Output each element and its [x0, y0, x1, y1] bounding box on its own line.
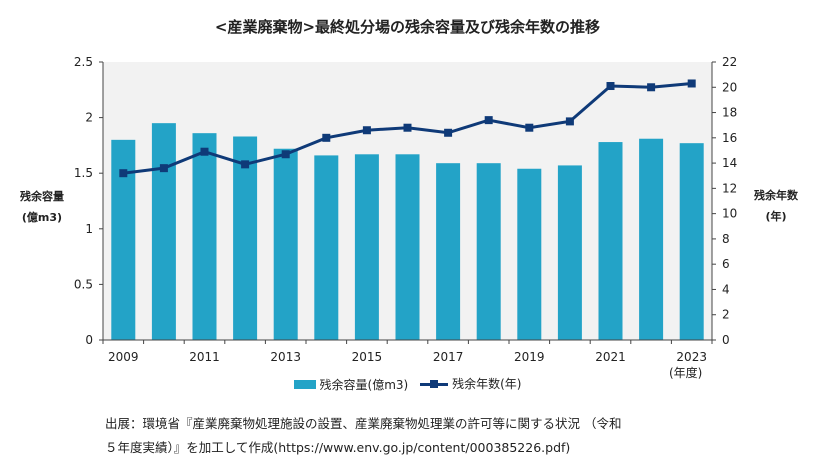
right-tick-label: 0 [722, 333, 730, 347]
right-tick-label: 6 [722, 257, 730, 271]
point-2010 [159, 164, 168, 173]
right-tick-label: 12 [722, 181, 737, 195]
chart-title: <産業廃棄物>最終処分場の残余容量及び残余年数の推移 [214, 18, 601, 36]
source-line-1: 出展：環境省『産業廃棄物処理施設の設置、産業廃棄物処理業の許可等に関する状況 （… [105, 416, 622, 431]
point-2016 [403, 123, 412, 132]
x-tick-label-2019: 2019 [514, 350, 545, 364]
bar-2013 [273, 148, 298, 340]
right-tick-label: 4 [722, 282, 730, 296]
point-2017 [444, 128, 453, 137]
left-tick-label: 1.5 [74, 166, 93, 180]
right-tick-label: 16 [722, 131, 737, 145]
right-axis-title-line2: (年) [765, 209, 786, 223]
legend-item-volume: 残余容量(億m3) [293, 376, 409, 393]
point-2015 [362, 126, 371, 135]
left-axis-title-line2: (億m3) [22, 210, 62, 224]
right-tick-label: 18 [722, 106, 737, 120]
bar-2016 [395, 154, 420, 340]
x-tick-label-2011: 2011 [189, 350, 220, 364]
point-2011 [200, 147, 209, 156]
bar-2014 [314, 155, 339, 340]
left-axis-title-line1: 残余容量 [20, 189, 64, 203]
right-tick-label: 10 [722, 207, 737, 221]
legend-swatch-bar [293, 379, 316, 389]
x-tick-label-2021: 2021 [595, 350, 626, 364]
bar-2012 [233, 136, 258, 340]
right-tick-label: 20 [722, 80, 737, 94]
bar-2015 [354, 154, 379, 340]
bar-2010 [151, 123, 176, 340]
legend-label-volume: 残余容量(億m3) [319, 377, 409, 392]
point-2014 [322, 133, 331, 142]
bar-2019 [517, 168, 542, 340]
left-tick-label: 0 [85, 333, 93, 347]
point-2023 [687, 79, 696, 88]
point-2019 [525, 123, 534, 132]
source-line-2: ５年度実績）』を加工して作成(https://www.env.go.jp/con… [105, 440, 571, 455]
legend-swatch-line [420, 379, 449, 389]
left-tick-label: 2 [85, 111, 93, 125]
x-tick-label-2023: 2023 [676, 350, 707, 364]
right-tick-label: 2 [722, 308, 730, 322]
x-tick-label-2017: 2017 [433, 350, 464, 364]
bar-2020 [557, 165, 582, 340]
chart-plot: 0 0.5 1 1.5 2 2.5 0 2 4 6 8 10 12 14 16 18 20 22 2009 201… [20, 55, 799, 380]
left-tick-label: 0.5 [74, 277, 93, 291]
bar-2021 [598, 142, 623, 340]
right-axis-title-line1: 残余年数 [754, 188, 799, 202]
right-tick-label: 22 [722, 55, 737, 69]
bar-2011 [192, 133, 217, 340]
left-tick-label: 1 [85, 222, 93, 236]
point-2013 [281, 150, 290, 159]
point-2009 [119, 169, 128, 178]
left-tick-label: 2.5 [74, 55, 93, 69]
bar-2022 [639, 138, 664, 340]
point-2018 [484, 116, 493, 125]
legend-label-years: 残余年数(年) [452, 377, 522, 391]
bar-2017 [436, 163, 461, 340]
point-2021 [606, 82, 615, 91]
x-tick-label-2009: 2009 [108, 350, 139, 364]
x-axis-unit-label: (年度) [669, 365, 702, 380]
right-tick-label: 14 [722, 156, 737, 170]
x-tick-label-2013: 2013 [270, 350, 301, 364]
point-2020 [565, 117, 574, 126]
bar-2018 [476, 163, 501, 340]
source-note: 出展：環境省『産業廃棄物処理施設の設置、産業廃棄物処理業の許可等に関する状況 （… [105, 412, 745, 460]
right-tick-label: 8 [722, 232, 730, 246]
bar-2023 [679, 143, 704, 340]
point-2022 [647, 83, 656, 92]
legend: 残余容量(億m3) 残余年数(年) [0, 375, 815, 393]
point-2012 [241, 160, 250, 169]
legend-item-years: 残余年数(年) [420, 375, 521, 392]
x-tick-label-2015: 2015 [352, 350, 383, 364]
